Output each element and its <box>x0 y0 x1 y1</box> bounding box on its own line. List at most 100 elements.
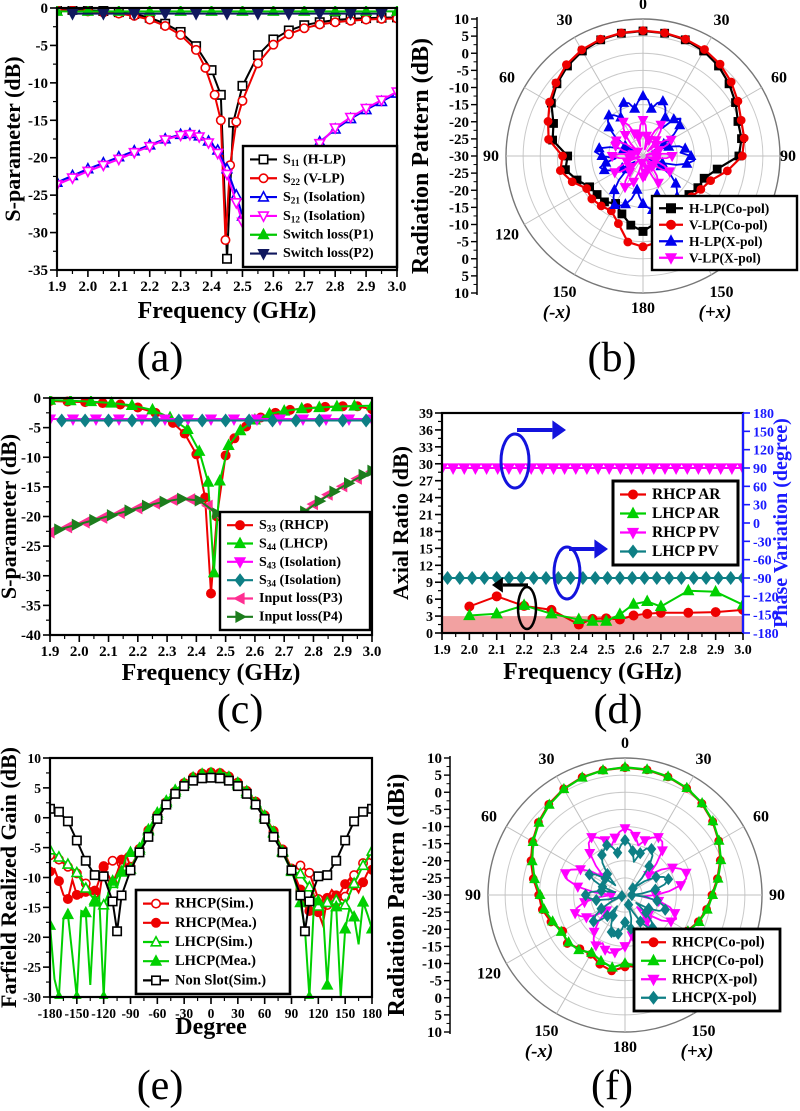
svg-text:180: 180 <box>631 300 655 317</box>
svg-text:Frequency (GHz): Frequency (GHz) <box>122 660 301 686</box>
svg-text:-30: -30 <box>21 569 41 585</box>
svg-text:-15: -15 <box>449 98 469 114</box>
svg-text:S-parameter (dB): S-parameter (dB) <box>0 56 25 221</box>
svg-text:2.8: 2.8 <box>680 643 698 658</box>
svg-text:RHCP(Co-pol): RHCP(Co-pol) <box>672 934 765 950</box>
svg-text:2.4: 2.4 <box>570 643 588 658</box>
svg-text:0: 0 <box>462 252 470 268</box>
svg-text:-30: -30 <box>449 149 469 165</box>
svg-text:150: 150 <box>753 425 774 440</box>
svg-text:-5: -5 <box>457 235 470 251</box>
svg-text:2.3: 2.3 <box>171 279 190 295</box>
svg-text:2.8: 2.8 <box>304 644 323 660</box>
svg-text:-25: -25 <box>21 539 41 555</box>
svg-text:2.6: 2.6 <box>246 644 265 660</box>
svg-text:5: 5 <box>34 781 41 796</box>
panel-a-chart: 1.9 2.0 2.1 2.2 2.3 2.4 2.5 2.6 2.7 2.8 2.9 3.0 0 -5 -… <box>0 1 406 324</box>
svg-text:-60: -60 <box>753 554 772 569</box>
svg-text:180: 180 <box>362 1006 383 1021</box>
svg-text:27: 27 <box>419 475 433 490</box>
svg-text:-35: -35 <box>28 263 48 279</box>
svg-text:2.6: 2.6 <box>625 643 643 658</box>
svg-text:2.1: 2.1 <box>488 643 506 658</box>
svg-text:150: 150 <box>553 284 577 301</box>
svg-text:-180: -180 <box>38 1006 63 1021</box>
svg-text:-15: -15 <box>21 480 41 496</box>
panel-b-chart: 1050-5-10-15-20-25-30-25-20-15-10-50510R… <box>408 0 799 323</box>
svg-text:3.0: 3.0 <box>734 643 752 658</box>
svg-text:-20: -20 <box>422 922 442 938</box>
svg-text:2.8: 2.8 <box>326 279 345 295</box>
svg-text:-5: -5 <box>29 421 42 437</box>
svg-text:-5: -5 <box>457 63 470 79</box>
svg-text:21: 21 <box>419 509 433 524</box>
svg-text:-30: -30 <box>753 535 772 550</box>
svg-text:Farfield Realized Gain (dB): Farfield Realized Gain (dB) <box>0 747 21 1008</box>
svg-text:3: 3 <box>426 610 433 625</box>
svg-text:-60: -60 <box>148 1006 166 1021</box>
svg-text:2.4: 2.4 <box>202 279 221 295</box>
panel-c-series <box>49 396 373 599</box>
svg-text:2.5: 2.5 <box>597 643 615 658</box>
svg-text:90: 90 <box>285 1006 299 1021</box>
svg-text:30: 30 <box>696 751 712 768</box>
svg-text:2.5: 2.5 <box>233 279 252 295</box>
svg-text:2.7: 2.7 <box>652 643 670 658</box>
svg-text:0: 0 <box>621 735 629 752</box>
svg-text:RHCP(Mea.): RHCP(Mea.) <box>175 915 257 931</box>
svg-text:2.6: 2.6 <box>264 279 283 295</box>
svg-text:Switch loss(P2): Switch loss(P2) <box>283 246 374 261</box>
svg-text:RHCP(X-pol): RHCP(X-pol) <box>672 971 758 987</box>
svg-text:RHCP PV: RHCP PV <box>652 524 720 541</box>
svg-text:180: 180 <box>753 407 774 422</box>
svg-text:5: 5 <box>435 768 443 784</box>
svg-text:0: 0 <box>639 0 647 13</box>
svg-text:5: 5 <box>435 1008 443 1024</box>
svg-text:30: 30 <box>419 458 433 473</box>
caption-d: (d) <box>593 687 643 733</box>
svg-text:Input loss(P4): Input loss(P4) <box>259 609 343 624</box>
svg-text:S22 (V-LP): S22 (V-LP) <box>283 171 345 187</box>
svg-text:120: 120 <box>495 227 519 244</box>
svg-text:Frequency (GHz): Frequency (GHz) <box>138 298 317 324</box>
svg-text:1.9: 1.9 <box>433 643 451 658</box>
svg-text:18: 18 <box>419 525 433 540</box>
caption-b: (b) <box>587 335 637 381</box>
svg-text:-5: -5 <box>30 841 41 856</box>
svg-text:24: 24 <box>419 492 433 507</box>
svg-text:10: 10 <box>28 751 42 766</box>
svg-text:10: 10 <box>454 12 469 28</box>
svg-text:33: 33 <box>419 441 433 456</box>
svg-text:Input loss(P3): Input loss(P3) <box>259 591 343 606</box>
svg-text:-20: -20 <box>23 930 41 945</box>
svg-text:2.2: 2.2 <box>140 279 159 295</box>
svg-text:-10: -10 <box>449 218 469 234</box>
svg-text:LHCP(Co-pol): LHCP(Co-pol) <box>672 953 764 969</box>
svg-text:-10: -10 <box>422 820 442 836</box>
caption-a: (a) <box>136 335 184 381</box>
svg-text:120: 120 <box>477 966 501 983</box>
svg-text:2.9: 2.9 <box>357 279 376 295</box>
svg-text:-90: -90 <box>122 1006 140 1021</box>
svg-text:-15: -15 <box>449 200 469 216</box>
svg-text:(-x): (-x) <box>543 302 571 323</box>
svg-text:-15: -15 <box>422 939 442 955</box>
svg-text:Axial Ratio (dB): Axial Ratio (dB) <box>388 446 413 600</box>
svg-text:3.0: 3.0 <box>388 279 407 295</box>
svg-text:Switch loss(P1): Switch loss(P1) <box>283 227 374 242</box>
svg-text:LHCP PV: LHCP PV <box>652 543 720 560</box>
svg-text:2.4: 2.4 <box>187 644 206 660</box>
svg-text:-10: -10 <box>23 871 41 886</box>
svg-text:H-LP(Co-pol): H-LP(Co-pol) <box>689 201 769 216</box>
svg-text:LHCP(X-pol): LHCP(X-pol) <box>672 990 757 1006</box>
svg-text:5: 5 <box>462 29 470 45</box>
svg-text:RHCP AR: RHCP AR <box>652 486 721 503</box>
svg-text:90: 90 <box>769 887 785 904</box>
svg-text:150: 150 <box>692 1023 716 1040</box>
svg-text:150: 150 <box>710 284 734 301</box>
caption-f: (f) <box>591 1063 633 1109</box>
svg-text:-30: -30 <box>28 226 48 242</box>
svg-text:Phase Variation (degree): Phase Variation (degree) <box>770 418 792 628</box>
svg-text:Radiation Pattern (dB): Radiation Pattern (dB) <box>408 38 434 274</box>
panel-f-chart: 1050-5-10-15-20-25-30-25-20-15-10-50510R… <box>384 735 785 1062</box>
